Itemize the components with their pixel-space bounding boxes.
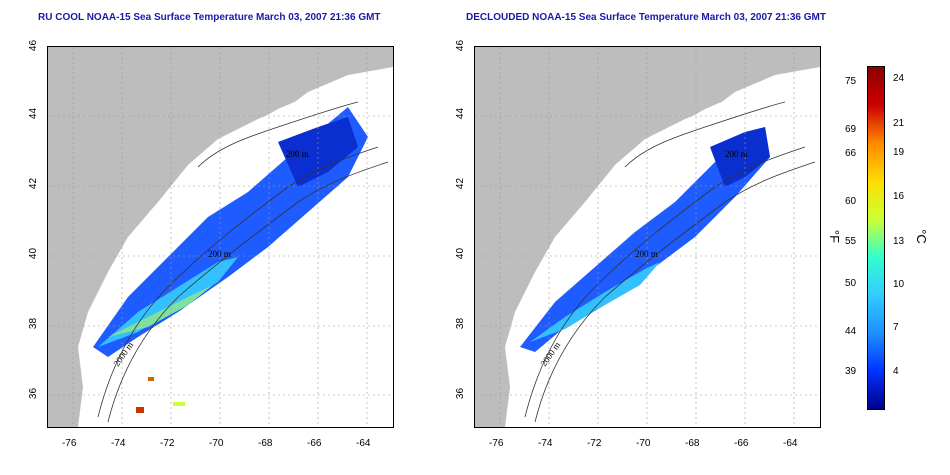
bathymetry-contour	[524, 146, 806, 418]
celsius-unit-label: °C	[913, 229, 929, 244]
sst-warm-band	[530, 262, 660, 342]
sst-deep-blue	[710, 127, 770, 187]
bathymetry-contour	[97, 146, 379, 418]
x-tick-label: -68	[685, 438, 700, 449]
bathymetry-contour	[534, 161, 816, 423]
celsius-tick: 10	[893, 279, 905, 290]
y-tick-label: 36	[28, 387, 40, 400]
right-map-title: DECLOUDED NOAA-15 Sea Surface Temperatur…	[466, 12, 826, 23]
x-tick-label: -74	[538, 438, 553, 449]
contour-label: 200 m	[635, 249, 658, 259]
y-tick-label: 36	[455, 387, 467, 400]
right-map-canvas: 200 m 200 m 2000 m	[475, 47, 820, 427]
graticule	[48, 47, 393, 427]
fahrenheit-tick: 69	[845, 124, 857, 135]
celsius-tick: 19	[893, 147, 905, 158]
contour-label: 200 m	[286, 149, 309, 159]
y-tick-label: 44	[28, 107, 40, 120]
bathymetry-contour	[624, 101, 786, 168]
celsius-tick: 16	[893, 191, 905, 202]
land-mass	[48, 47, 393, 427]
fahrenheit-tick: 55	[845, 236, 857, 247]
y-tick-label: 46	[28, 39, 40, 52]
x-tick-label: -76	[489, 438, 504, 449]
x-tick-label: -64	[356, 438, 371, 449]
left-sst-map: 200 m 200 m 2000 m	[47, 46, 394, 428]
celsius-tick: 4	[893, 366, 899, 377]
fahrenheit-tick: 75	[845, 76, 857, 87]
bathymetry-contour	[107, 161, 389, 423]
warm-pixel	[136, 407, 144, 413]
celsius-tick: 21	[893, 118, 905, 129]
x-tick-label: -70	[209, 438, 224, 449]
x-tick-label: -70	[636, 438, 651, 449]
contour-label: 200 m	[725, 149, 748, 159]
x-tick-label: -66	[307, 438, 322, 449]
graticule	[475, 47, 820, 427]
y-tick-label: 38	[28, 317, 40, 330]
bathymetry-contour	[197, 101, 359, 168]
fahrenheit-tick: 50	[845, 278, 857, 289]
x-tick-label: -66	[734, 438, 749, 449]
celsius-tick: 13	[893, 236, 905, 247]
land-mass	[475, 47, 820, 427]
x-tick-label: -74	[111, 438, 126, 449]
fahrenheit-unit-label: °F	[827, 229, 843, 244]
y-tick-label: 40	[28, 247, 40, 260]
x-tick-label: -68	[258, 438, 273, 449]
left-map-canvas: 200 m 200 m 2000 m	[48, 47, 393, 427]
fahrenheit-tick: 60	[845, 196, 857, 207]
sst-warmest-band	[108, 285, 213, 337]
contour-label: 200 m	[208, 249, 231, 259]
warm-pixel	[173, 402, 185, 406]
x-tick-label: -76	[62, 438, 77, 449]
x-tick-label: -72	[160, 438, 175, 449]
x-tick-label: -64	[783, 438, 798, 449]
x-tick-label: -72	[587, 438, 602, 449]
celsius-tick: 24	[893, 73, 905, 84]
shelf-region	[625, 77, 795, 247]
y-tick-label: 38	[455, 317, 467, 330]
fahrenheit-tick: 66	[845, 148, 857, 159]
right-sst-map: 200 m 200 m 2000 m	[474, 46, 821, 428]
y-tick-label: 40	[455, 247, 467, 260]
temperature-colorbar	[867, 66, 885, 410]
y-tick-label: 44	[455, 107, 467, 120]
celsius-tick: 7	[893, 322, 899, 333]
fahrenheit-tick: 44	[845, 326, 857, 337]
y-tick-label: 42	[28, 177, 40, 190]
y-tick-label: 42	[455, 177, 467, 190]
sst-swath	[520, 127, 770, 352]
warm-pixel	[148, 377, 154, 381]
fahrenheit-tick: 39	[845, 366, 857, 377]
left-map-title: RU COOL NOAA-15 Sea Surface Temperature …	[38, 12, 381, 23]
y-tick-label: 46	[455, 39, 467, 52]
